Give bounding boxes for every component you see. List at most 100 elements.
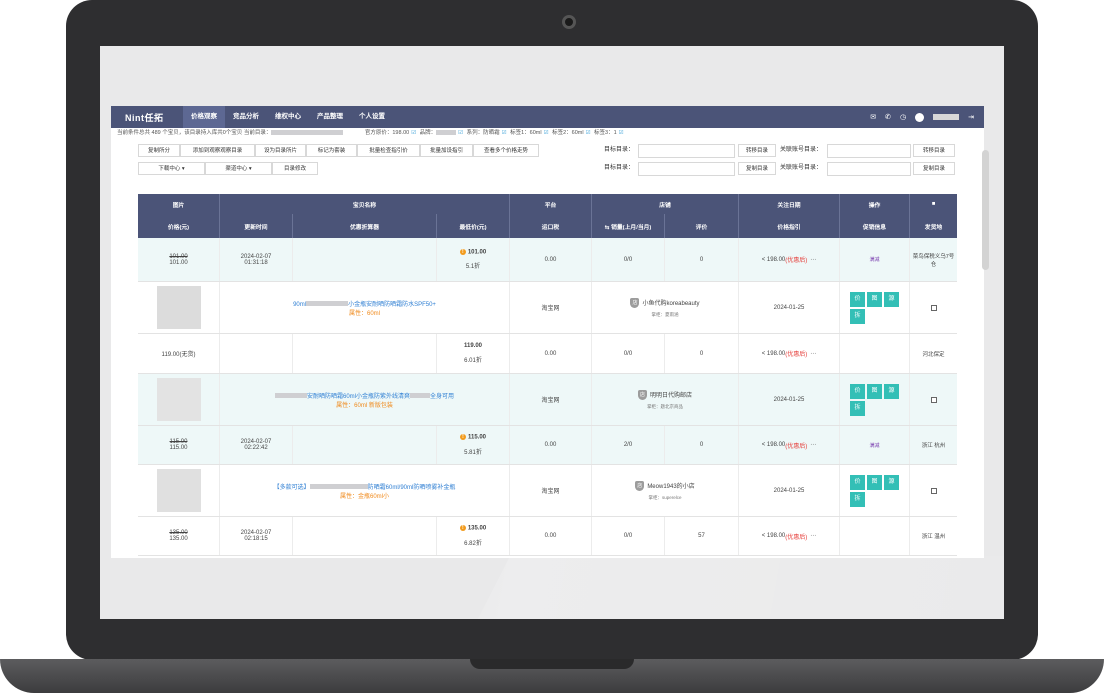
- col-follow-date: 关注日期: [739, 194, 840, 214]
- more-icon[interactable]: ···: [810, 256, 817, 263]
- shop-icon: 店: [635, 480, 645, 491]
- logout-icon[interactable]: ⇥: [968, 114, 974, 121]
- product-link[interactable]: 90ml 小金瓶安耐晒防晒霜防水SPF50+: [293, 299, 436, 308]
- col-sales[interactable]: ⇆ 销量(上月/当月): [592, 214, 665, 238]
- btn-copy-related[interactable]: 复制目录: [913, 162, 955, 175]
- btn-mark-set[interactable]: 标记为套装: [306, 144, 357, 157]
- nav-settings[interactable]: 个人设置: [359, 113, 385, 120]
- redacted: [306, 301, 349, 307]
- btn-move-dir[interactable]: 转移目录: [738, 144, 776, 157]
- select-cell: [910, 374, 957, 425]
- row-checkbox[interactable]: [930, 487, 937, 494]
- shop-cell: 店明明日代购邮店 掌柜：题北京商品: [592, 374, 739, 425]
- clock-icon[interactable]: ◷: [900, 114, 907, 121]
- col-price: 价格(元): [138, 214, 220, 238]
- check-icon[interactable]: ☑: [618, 130, 624, 136]
- btn-batch-check[interactable]: 批量检查指引价: [357, 144, 420, 157]
- check-icon[interactable]: ☑: [543, 130, 549, 136]
- target-dir-input-2[interactable]: [638, 162, 735, 176]
- avatar[interactable]: [915, 112, 925, 122]
- product-thumbnail[interactable]: [156, 378, 201, 421]
- update-time-cell: 2024-02-07 01:31:18: [220, 238, 293, 281]
- mail-icon[interactable]: ✉: [870, 114, 877, 121]
- source-button[interactable]: 源: [884, 383, 899, 399]
- shop-name[interactable]: 明明日代购邮店: [649, 393, 692, 399]
- phone-icon[interactable]: ✆: [885, 114, 892, 121]
- name-prefix: 90ml: [293, 301, 307, 308]
- btn-add-watch[interactable]: 添加到观察观察目录: [180, 144, 255, 157]
- source-button[interactable]: 源: [884, 291, 899, 307]
- nav-price-watch[interactable]: 价格观察: [183, 106, 225, 128]
- check-icon[interactable]: ☑: [585, 130, 591, 136]
- more-icon[interactable]: ···: [810, 350, 817, 357]
- target-dir-label: 目标目录：: [604, 147, 635, 153]
- split-button[interactable]: 拆: [850, 308, 865, 324]
- nav-competitor[interactable]: 竞品分析: [233, 113, 259, 120]
- current-price: 135.00: [169, 536, 188, 542]
- related-dir-label-2: 关联账号目录：: [780, 165, 823, 171]
- nav-products[interactable]: 产品整理: [317, 113, 343, 120]
- product-name-cell: 【多款可选】 防晒霜60ml/90ml防晒喷雾补金瓶 属性：金瓶60ml小: [220, 465, 510, 516]
- lowest-price-cell: ! 115.00 5.81折: [437, 426, 510, 464]
- name-suffix: 安耐晒防晒霜60ml小金瓶防紫外线清爽: [306, 393, 410, 400]
- row-checkbox[interactable]: [930, 304, 937, 311]
- btn-copy[interactable]: 复制所分: [138, 144, 180, 157]
- btn-copy-dir[interactable]: 复制目录: [738, 162, 776, 175]
- price-button[interactable]: 价: [850, 474, 865, 490]
- btn-dir-edit[interactable]: 目录修改: [272, 162, 318, 175]
- btn-batch-guide[interactable]: 批量加设指引: [420, 144, 473, 157]
- guide-price: < 198.00: [761, 256, 786, 263]
- related-dir-input-2[interactable]: [827, 162, 911, 176]
- image-button[interactable]: 图: [867, 383, 882, 399]
- row-checkbox[interactable]: [930, 396, 937, 403]
- col-import-tax: 运口税: [510, 214, 592, 238]
- col-promo-info: 促销信息: [840, 214, 910, 238]
- promo-calc-cell: [293, 334, 437, 373]
- product-thumbnail[interactable]: [156, 286, 201, 329]
- ship-cell: 河北保定: [922, 351, 945, 358]
- promo-cell[interactable]: 满减: [840, 238, 910, 281]
- related-dir-input[interactable]: [827, 144, 911, 158]
- top-icons: ✉ ✆ ◷ ⇥: [870, 106, 974, 128]
- nav-rights[interactable]: 维权中心: [275, 113, 301, 120]
- product-link[interactable]: 安耐晒防晒霜60ml小金瓶防紫外线清爽 全身可用: [274, 391, 454, 400]
- price-button[interactable]: 价: [850, 291, 865, 307]
- guide-cell: < 198.00 (优惠后) ···: [739, 517, 840, 555]
- btn-channel-center[interactable]: 渠道中心 ▾: [205, 162, 272, 175]
- btn-move-related[interactable]: 转移目录: [913, 144, 955, 157]
- btn-set-image[interactable]: 设为目录所片: [255, 144, 306, 157]
- check-icon[interactable]: ☑: [411, 130, 417, 136]
- btn-price-trend[interactable]: 查看多个价格走势: [473, 144, 539, 157]
- guide-tag: (优惠后): [785, 443, 808, 450]
- check-icon[interactable]: ☑: [501, 130, 507, 136]
- split-button[interactable]: 拆: [850, 491, 865, 507]
- shop-name[interactable]: Meow1943的小店: [647, 484, 695, 490]
- more-icon[interactable]: ···: [810, 533, 817, 539]
- top-nav-bar: Nint任拓 价格观察 竞品分析 维权中心 产品整理 个人设置 ✉ ✆ ◷ ⇥: [111, 106, 984, 128]
- promo-cell[interactable]: 满减: [840, 426, 910, 464]
- source-button[interactable]: 源: [884, 474, 899, 490]
- col-select-all[interactable]: ■: [931, 201, 936, 207]
- split-button[interactable]: 拆: [850, 400, 865, 416]
- btn-download-center[interactable]: 下载中心 ▾: [138, 162, 205, 175]
- image-button[interactable]: 图: [867, 474, 882, 490]
- col-image: 图片: [138, 194, 220, 214]
- webcam: [562, 15, 576, 29]
- more-icon[interactable]: ···: [810, 442, 817, 448]
- shop-name[interactable]: 小鱼代购koreabeauty: [642, 301, 700, 307]
- update-time-cell: [220, 334, 293, 373]
- laptop-notch: [470, 659, 634, 669]
- shop-cell: 店小鱼代购koreabeauty 掌柜：夏雨涵: [592, 282, 739, 333]
- product-grid: 图片 宝贝名称 平台 店铺 关注日期 操作 ■ 价格(元) 更新时间 优惠折算器…: [138, 194, 957, 556]
- image-button[interactable]: 图: [867, 291, 882, 307]
- check-icon[interactable]: ☑: [458, 130, 464, 136]
- redacted: [410, 393, 430, 399]
- rating-cell: 0: [665, 238, 739, 281]
- target-dir-input[interactable]: [638, 144, 735, 158]
- price-button[interactable]: 价: [850, 383, 865, 399]
- vertical-scrollbar[interactable]: [982, 150, 989, 270]
- product-thumbnail[interactable]: [156, 469, 201, 512]
- product-link[interactable]: 【多款可选】 防晒霜60ml/90ml防晒喷雾补金瓶: [274, 482, 455, 491]
- screen-glare: [454, 556, 1004, 619]
- old-price: 115.00: [169, 439, 188, 445]
